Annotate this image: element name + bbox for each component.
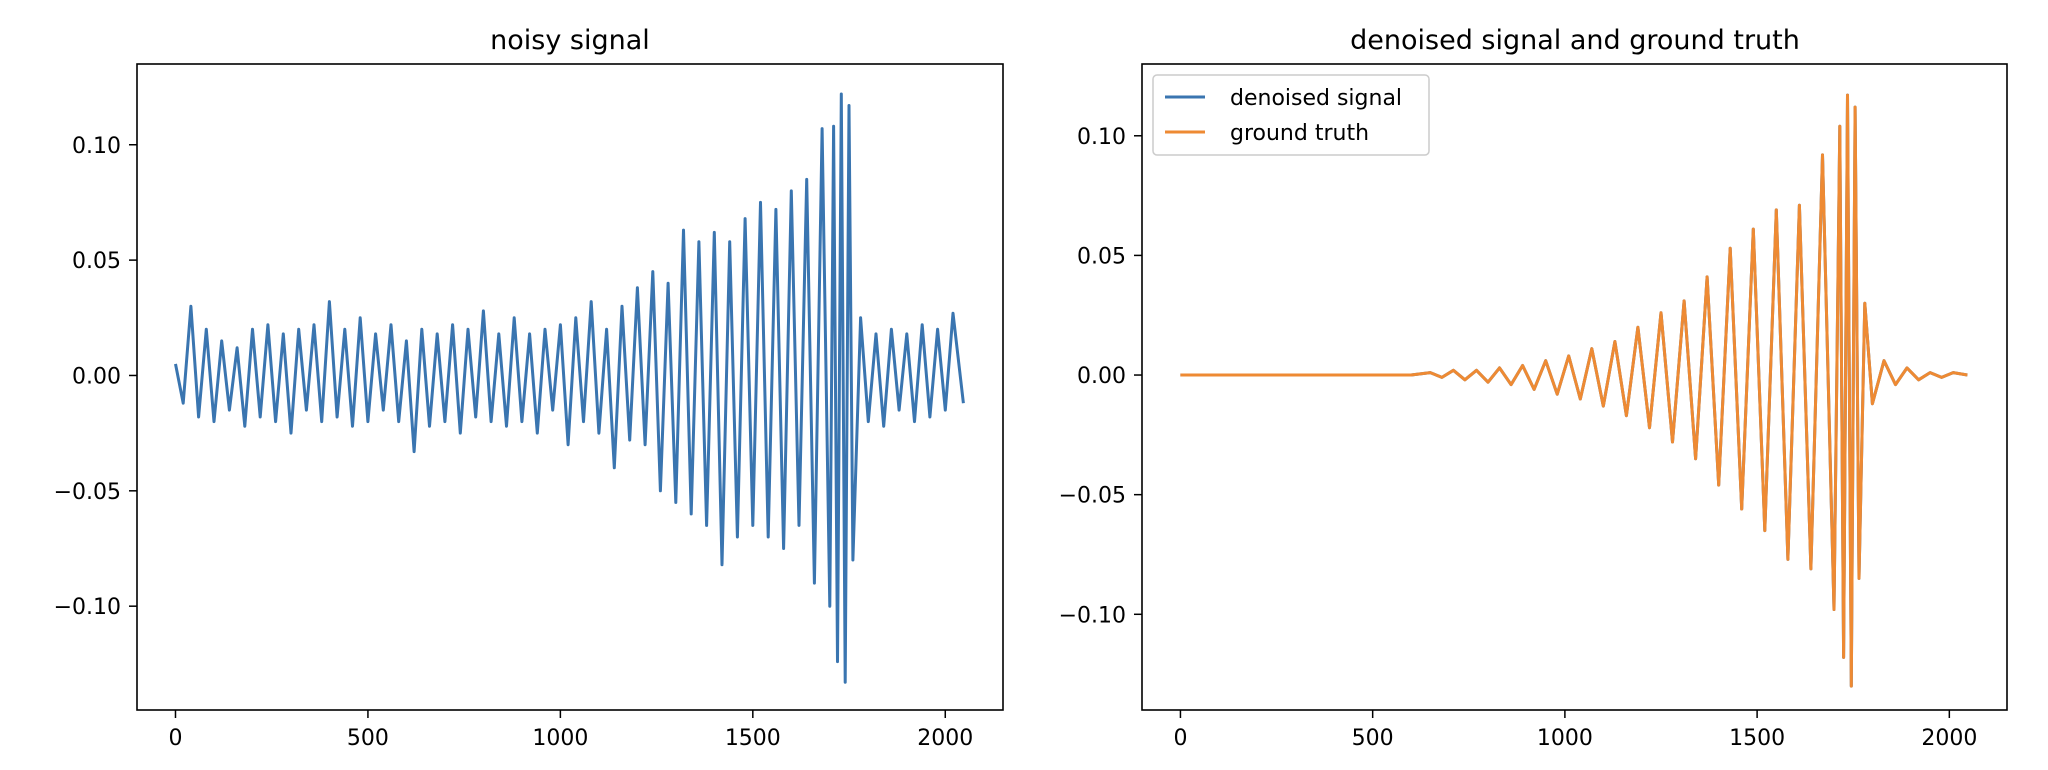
series-layer: [174, 92, 965, 684]
x-tick-label: 1500: [1729, 726, 1785, 751]
series-line-ground-truth: [1180, 93, 1968, 688]
legend-label-ground-truth: ground truth: [1230, 121, 1369, 146]
series-line-noisy-signal: [174, 92, 965, 684]
legend-box: [1152, 74, 1430, 156]
x-tick-label: 2000: [1921, 726, 1977, 751]
chart-title: noisy signal: [490, 25, 650, 56]
y-tick-label: −0.05: [54, 480, 121, 505]
tick-layer: 0 500 1000 1500 2000 −0.10 −0.05 0.00 0.05 0.10: [54, 134, 974, 751]
y-tick-label: 0.05: [72, 249, 121, 274]
denoised-panel: denoised signal and ground truth 0 500 100…: [1059, 25, 2008, 751]
x-tick-label: 2000: [917, 726, 973, 751]
y-tick-label: −0.05: [1059, 484, 1126, 509]
x-tick-label: 1500: [725, 726, 781, 751]
plot-frame: [1141, 63, 2008, 711]
y-tick-label: 0.10: [72, 134, 121, 159]
chart-title: denoised signal and ground truth: [1350, 25, 1800, 56]
x-tick-label: 1000: [1537, 726, 1593, 751]
plot-frame: [136, 63, 1004, 711]
y-tick-label: −0.10: [1059, 603, 1126, 628]
y-tick-label: 0.05: [1077, 244, 1126, 269]
series-layer: [1180, 93, 1968, 688]
legend-label-denoised: denoised signal: [1230, 86, 1402, 111]
legend: denoised signal ground truth: [1152, 74, 1430, 156]
y-tick-label: −0.10: [54, 595, 121, 620]
x-tick-label: 1000: [532, 726, 588, 751]
y-tick-label: 0.00: [1077, 364, 1126, 389]
tick-layer: 0 500 1000 1500 2000 −0.10 −0.05 0.00 0.05 0.10: [1059, 125, 1978, 751]
x-tick-label: 0: [168, 726, 182, 751]
y-tick-label: 0.10: [1077, 125, 1126, 150]
x-tick-label: 0: [1173, 726, 1187, 751]
x-tick-label: 500: [347, 726, 389, 751]
noisy-signal-panel: noisy signal 0 500 1000 1500 2000−0.10−0.050…: [54, 25, 1004, 751]
x-tick-label: 500: [1352, 726, 1394, 751]
y-tick-label: 0.00: [72, 364, 121, 389]
